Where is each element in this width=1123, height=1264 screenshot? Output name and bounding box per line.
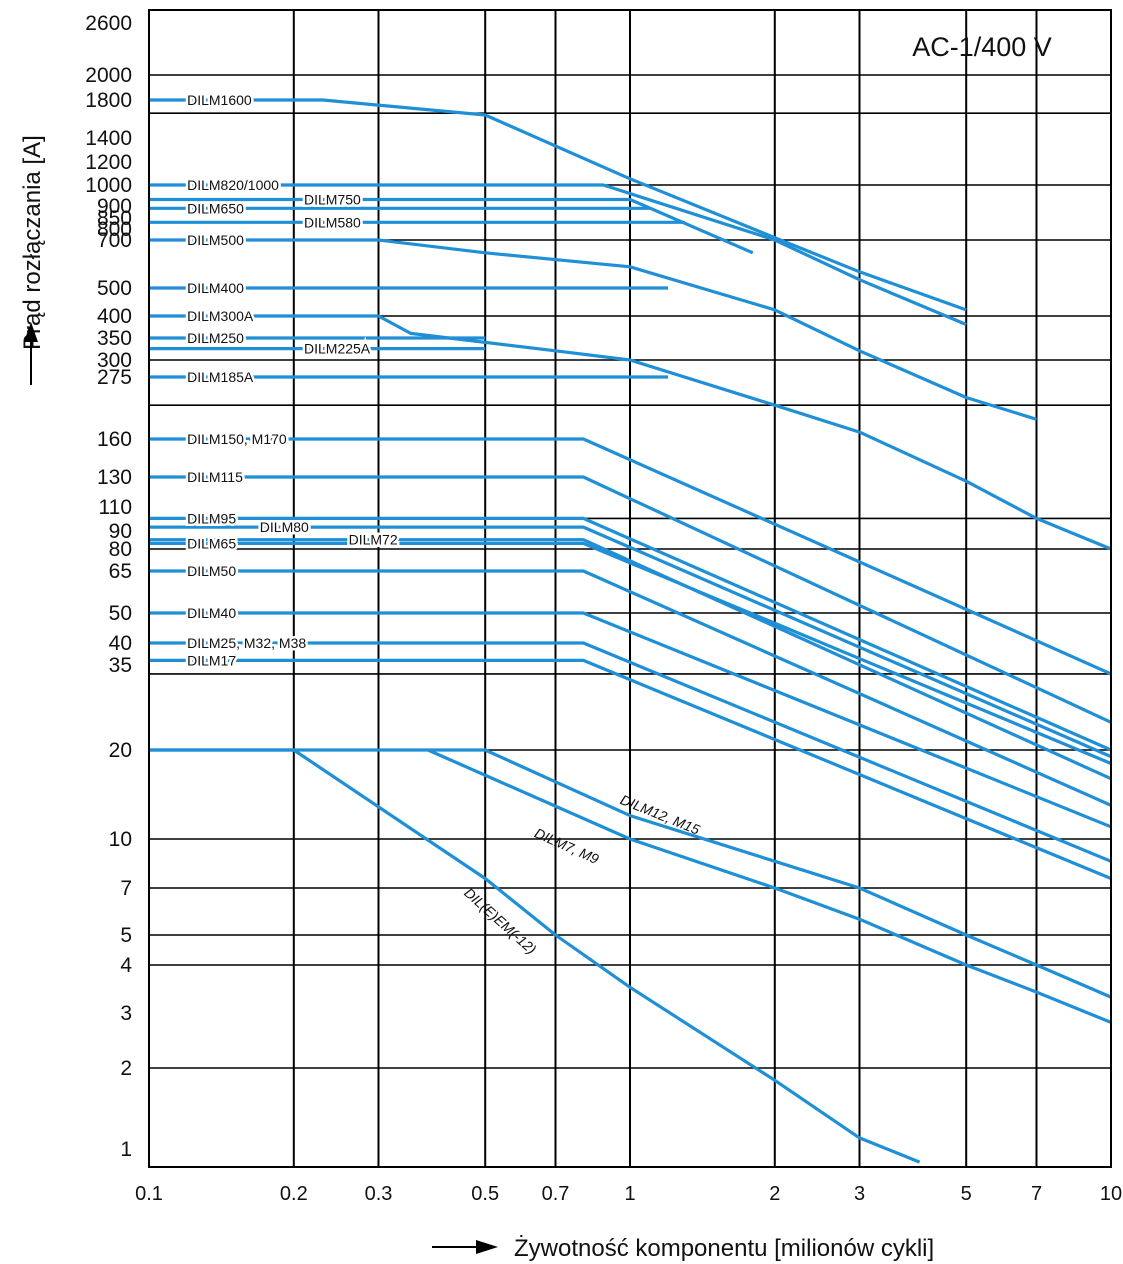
x-tick-label: 0.1: [135, 1183, 163, 1205]
y-tick-label: 400: [97, 305, 132, 328]
series-label: DILM750: [304, 192, 361, 208]
y-tick-label: 2: [120, 1057, 132, 1080]
series-label: DILM500: [187, 232, 244, 248]
series-line: [149, 475, 1112, 724]
series-label: DILM50: [187, 563, 236, 579]
x-axis-title: Żywotność komponentu [milionów cykli]: [514, 1235, 934, 1262]
y-tick-label: 80: [109, 538, 132, 561]
y-tick-label: 275: [97, 366, 132, 389]
x-tick-label: 0.5: [471, 1183, 499, 1205]
series-label: DILM80: [260, 519, 309, 535]
y-tick-label: 300: [97, 349, 132, 372]
y-axis-arrow: [24, 322, 38, 385]
x-tick-label: 10: [1100, 1183, 1122, 1205]
chart-title: AC-1/400 V: [912, 32, 1052, 62]
series-label: DILM400: [187, 280, 244, 296]
series-label: DILM250: [187, 330, 244, 346]
x-tick-label: 0.7: [542, 1183, 570, 1205]
series-label: DILM150, M170: [187, 431, 287, 447]
series-label: DILM7, M9: [532, 825, 601, 868]
y-tick-label: 10: [109, 828, 132, 851]
series-label: DIL(E)EM(-12): [461, 884, 539, 957]
series-line: [149, 541, 1112, 765]
y-tick-label: 700: [97, 229, 132, 252]
y-tick-label: 1200: [85, 151, 132, 174]
y-tick-label: 1800: [85, 89, 132, 112]
y-tick-label: 3: [120, 1002, 132, 1025]
series-label: DILM300A: [187, 308, 254, 324]
series-label: DILM72: [349, 532, 398, 548]
x-tick-label: 3: [854, 1183, 865, 1205]
plot-area-frame: [148, 9, 1112, 1168]
y-tick-label: 5: [120, 924, 132, 947]
y-tick-label: 50: [109, 602, 132, 625]
series-label: DILM40: [187, 605, 236, 621]
y-tick-label: 35: [109, 654, 132, 677]
y-tick-label: 65: [109, 560, 132, 583]
y-tick-label: 90: [109, 520, 132, 543]
y-tick-label: 350: [97, 327, 132, 350]
x-tick-label: 0.3: [365, 1183, 393, 1205]
x-tick-label: 7: [1031, 1183, 1042, 1205]
y-tick-label: 20: [109, 739, 132, 762]
series-line: [149, 748, 921, 1164]
y-tick-label: 850: [97, 207, 132, 230]
series-line: [149, 238, 1037, 421]
y-tick-label: 7: [120, 877, 132, 900]
series-line: [149, 183, 967, 326]
series-label: DILM820/1000: [187, 177, 279, 193]
series-line: [149, 437, 1112, 676]
series-line: [149, 569, 1112, 807]
x-tick-label: 2: [769, 1183, 780, 1205]
y-tick-label: 900: [97, 195, 132, 218]
series-line: [149, 538, 1112, 781]
series-line: [149, 314, 1112, 551]
y-tick-label: 130: [97, 466, 132, 489]
series-label: DILM225A: [304, 341, 371, 357]
series-label: DILM185A: [187, 369, 254, 385]
series-line: [149, 658, 1112, 880]
y-tick-label: 40: [109, 632, 132, 655]
y-tick-label: 4: [120, 954, 132, 977]
series-label: DILM1600: [187, 92, 252, 108]
y-tick-label: 2000: [85, 64, 132, 87]
series-label: DILM65: [187, 535, 236, 551]
series-lines: [149, 98, 1112, 1164]
y-tick-label: 1: [120, 1138, 132, 1161]
y-tick-label: 800: [97, 218, 132, 241]
series-label: DILM95: [187, 510, 236, 526]
y-tick-label: 1400: [85, 127, 132, 150]
x-tick-label: 0.2: [280, 1183, 308, 1205]
series-line: [149, 611, 1112, 829]
x-tick-label: 5: [961, 1183, 972, 1205]
y-tick-label: 1000: [85, 174, 132, 197]
x-axis-arrow: [432, 1240, 498, 1254]
y-tick-label: 160: [97, 428, 132, 451]
series-label: DILM25, M32, M38: [187, 635, 306, 651]
x-tick-label: 1: [624, 1183, 635, 1205]
series-label: DILM580: [304, 214, 361, 230]
series-label: DILM650: [187, 200, 244, 216]
y-tick-label: 2600: [85, 12, 132, 35]
series-line: [149, 516, 1112, 752]
series-line: [427, 748, 1112, 1024]
series-line: [149, 197, 754, 255]
series-line: [149, 525, 1112, 759]
series-line: [149, 748, 1112, 999]
series-label: DILM17: [187, 652, 236, 668]
series-line: [149, 641, 1112, 863]
y-axis-title-text: Prąd rozłączania [A]: [19, 135, 46, 350]
series-label: DILM115: [187, 469, 243, 485]
y-axis-title: Prąd rozłączania [A]: [19, 135, 46, 350]
series-line: [149, 98, 967, 312]
axis-ticks: 0.1 0.2 0.3 0.5 0.7 1 2 3 5 7 10123457102035405065…: [85, 12, 1122, 1205]
y-tick-label: 110: [99, 496, 132, 519]
y-tick-label: 500: [97, 277, 132, 300]
